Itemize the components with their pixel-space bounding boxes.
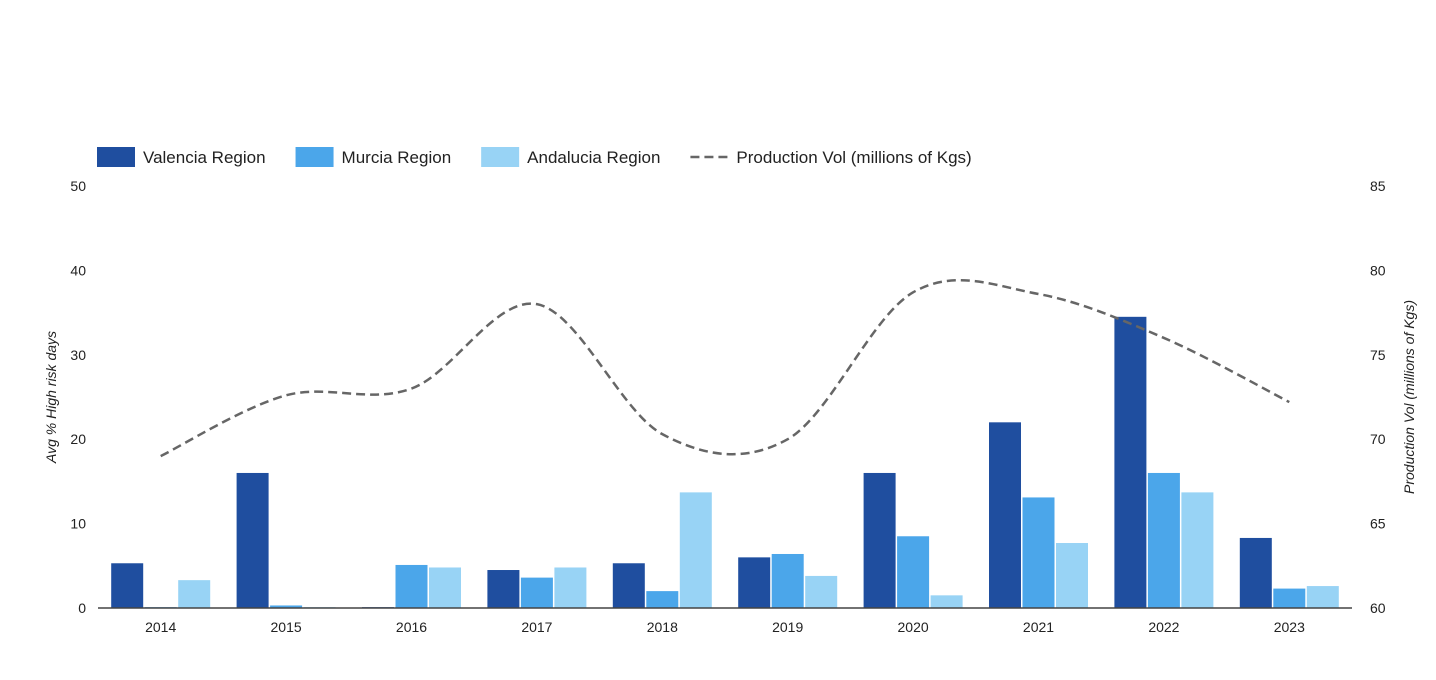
legend-label-andalucia-region: Andalucia Region <box>527 148 660 167</box>
bar-valencia-region-2017 <box>487 570 520 608</box>
bar-valencia-region-2023 <box>1239 537 1272 608</box>
x-axis: 2014 2015 2016 2017 2018 2019 2020 2021 2022 2023 <box>145 619 1305 635</box>
bar-valencia-region-2014 <box>111 563 144 608</box>
x-tick-label: 2018 <box>647 619 678 635</box>
y-tick-label-left: 40 <box>70 262 86 278</box>
bar-valencia-region-2020 <box>863 472 896 608</box>
bar-murcia-region-2018 <box>646 591 679 608</box>
legend-label-production-vol-millions-of-kgs: Production Vol (millions of Kgs) <box>736 148 971 167</box>
bar-andalucia-region-2022 <box>1181 492 1214 608</box>
y-tick-label-left: 0 <box>78 600 86 616</box>
bar-valencia-region-2015 <box>236 472 269 608</box>
bar-valencia-region-2021 <box>989 422 1021 608</box>
bar-murcia-region-2016 <box>395 564 428 608</box>
legend-swatch-murcia-region <box>295 147 334 167</box>
y-tick-label-left: 20 <box>70 431 86 447</box>
production-volume-line <box>160 279 1290 458</box>
x-tick-label: 2023 <box>1274 619 1305 635</box>
x-tick-label: 2022 <box>1148 619 1179 635</box>
bar-valencia-region-2018 <box>612 563 645 608</box>
x-tick-label: 2020 <box>898 619 929 635</box>
bar-andalucia-region-2017 <box>554 567 587 608</box>
bar-valencia-region-2019 <box>738 557 771 608</box>
bar-murcia-region-2019 <box>771 553 804 608</box>
bar-andalucia-region-2018 <box>679 492 712 608</box>
right-y-axis: 60 65 70 75 80 85 <box>1370 178 1386 616</box>
y-tick-label-right: 75 <box>1370 347 1386 363</box>
legend: Valencia Region Murcia Region Andalucia Re… <box>97 147 972 167</box>
legend-swatch-andalucia-region <box>481 147 520 167</box>
x-tick-label: 2017 <box>521 619 552 635</box>
bar-murcia-region-2023 <box>1273 588 1306 608</box>
legend-label-valencia-region: Valencia Region <box>143 148 266 167</box>
bar-andalucia-region-2021 <box>1056 543 1088 608</box>
x-tick-label: 2015 <box>271 619 302 635</box>
y-tick-label-left: 50 <box>70 178 86 194</box>
bar-murcia-region-2015 <box>270 605 303 608</box>
bar-andalucia-region-2019 <box>805 575 838 608</box>
x-tick-label: 2019 <box>772 619 803 635</box>
y-tick-label-left: 30 <box>70 347 86 363</box>
bar-murcia-region-2020 <box>897 536 930 608</box>
left-y-axis: 0 10 20 30 40 50 <box>70 178 86 616</box>
bar-valencia-region-2022 <box>1114 316 1147 608</box>
y-tick-label-right: 85 <box>1370 178 1386 194</box>
y-tick-label-right: 80 <box>1370 262 1386 278</box>
bar-andalucia-region-2023 <box>1306 586 1339 608</box>
bar-murcia-region-2021 <box>1022 497 1055 608</box>
bars <box>111 316 1339 608</box>
x-tick-label: 2014 <box>145 619 176 635</box>
bar-andalucia-region-2016 <box>429 567 461 608</box>
bar-murcia-region-2017 <box>520 577 553 608</box>
left-axis-title: Avg % High risk days <box>43 331 59 464</box>
y-tick-label-left: 10 <box>70 516 86 532</box>
bar-andalucia-region-2020 <box>930 595 963 608</box>
x-tick-label: 2021 <box>1023 619 1054 635</box>
bar-murcia-region-2022 <box>1147 472 1180 608</box>
bar-andalucia-region-2014 <box>178 580 211 608</box>
x-tick-label: 2016 <box>396 619 427 635</box>
legend-swatch-valencia-region <box>97 147 135 167</box>
y-tick-label-right: 60 <box>1370 600 1386 616</box>
legend-label-murcia-region: Murcia Region <box>342 148 452 167</box>
right-axis-title: Production Vol (millions of Kgs) <box>1401 300 1417 494</box>
y-tick-label-right: 70 <box>1370 431 1386 447</box>
y-tick-label-right: 65 <box>1370 516 1386 532</box>
